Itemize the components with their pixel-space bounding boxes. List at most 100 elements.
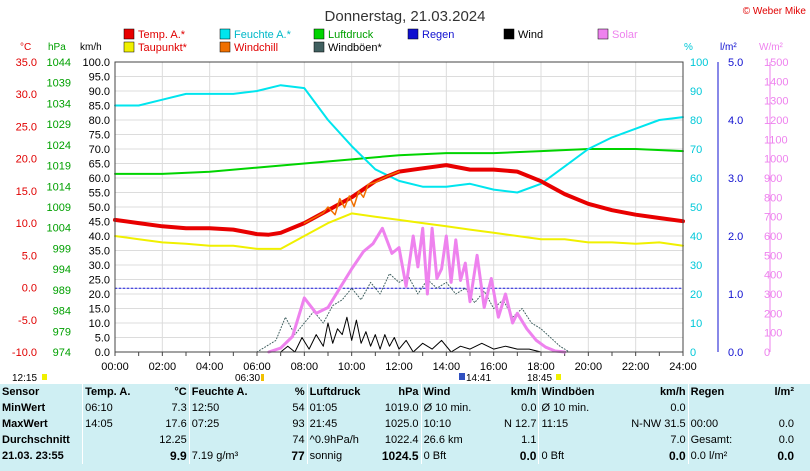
regen-value: 0.0	[777, 449, 794, 463]
tick-x: 18:00	[527, 361, 555, 373]
tick-pct: 20	[690, 289, 702, 301]
tick-hpa: 1019	[47, 161, 71, 173]
tick-pct: 0	[690, 347, 696, 359]
wind-label: 26.6 km	[420, 432, 482, 448]
unit-temp: °C	[20, 42, 31, 53]
tick-kmh: 10.0	[89, 318, 110, 330]
tick-temp: 25.0	[16, 121, 37, 133]
tick-temp: 15.0	[16, 186, 37, 198]
tick-x: 06:00	[243, 361, 271, 373]
boeen-value: 7.0	[670, 434, 686, 446]
unit-pct: %	[684, 42, 693, 53]
boeen-label	[538, 432, 599, 448]
marker-sunrise-dot	[261, 374, 264, 381]
tick-kmh: 15.0	[89, 304, 110, 316]
druck-value: 1025.0	[384, 418, 419, 430]
druck-value: 1019.0	[384, 402, 419, 414]
boeen-label: Ø 10 min.	[538, 400, 599, 416]
tick-wm2: 1200	[764, 115, 788, 127]
druck-time: 01:05	[306, 400, 371, 416]
tick-pct: 70	[690, 144, 702, 156]
boeen-value: 0.0	[670, 402, 686, 414]
tick-temp: 5.0	[22, 250, 37, 262]
tick-wm2: 400	[764, 270, 782, 282]
marker-sunset-dot	[556, 374, 561, 380]
legend-swatch-2	[313, 28, 325, 40]
tick-wm2: 1500	[764, 57, 788, 69]
tick-wm2: 300	[764, 289, 782, 301]
tick-x: 10:00	[338, 361, 366, 373]
regen-label: 0.0 l/m²	[687, 448, 747, 464]
tick-temp: 35.0	[16, 57, 37, 69]
tick-x: 00:00	[101, 361, 129, 373]
druck-value: 1024.5	[381, 449, 419, 463]
legend-swatch-1	[219, 28, 231, 40]
legend-label-6: Taupunkt*	[138, 42, 188, 54]
hdr-temp: Temp. A.	[82, 384, 145, 400]
marker-noon: 14:41	[466, 373, 491, 384]
tick-hpa: 1024	[47, 140, 71, 152]
tick-pct: 100	[690, 57, 708, 69]
boeen-mid: N-NW 31.5	[631, 418, 686, 430]
wind-value: N 12.7	[504, 418, 537, 430]
tick-pct: 80	[690, 115, 702, 127]
feuchte-time: 7.19 g/m³	[188, 448, 260, 464]
row-label: MinWert	[2, 402, 46, 414]
tick-wm2: 200	[764, 308, 782, 320]
tick-kmh: 25.0	[89, 275, 110, 287]
regen-value: 0.0	[778, 434, 794, 446]
tick-kmh: 35.0	[89, 246, 110, 258]
hdr-sensor: Sensor	[2, 386, 40, 398]
wind-label: 10:10	[420, 416, 482, 432]
tick-pct: 10	[690, 318, 702, 330]
feuchte-time: 12:50	[188, 400, 260, 416]
tick-wm2: 1300	[764, 96, 788, 108]
weather-chart: Donnerstag, 21.03.2024 © Weber Mike Temp…	[11, 6, 807, 384]
legend-swatch-0	[123, 28, 135, 40]
legend-swatch-3	[407, 28, 419, 40]
wind-label: Ø 10 min.	[420, 400, 482, 416]
wind-label: 0 Bft	[420, 448, 482, 464]
hdr-druck: Luftdruck	[306, 384, 371, 400]
temp-value: 12.25	[159, 434, 187, 446]
marker-sunset: 18:45	[527, 373, 552, 384]
chart-title: Donnerstag, 21.03.2024	[325, 8, 486, 25]
tick-kmh: 70.0	[89, 144, 110, 156]
tick-kmh: 90.0	[89, 86, 110, 98]
tick-kmh: 95.0	[89, 72, 110, 84]
tick-hpa: 1014	[47, 181, 71, 193]
tick-kmh: 0.0	[95, 347, 110, 359]
legend-swatch-7	[219, 41, 231, 53]
tick-temp: 30.0	[16, 89, 37, 101]
tick-hpa: 1004	[47, 223, 71, 235]
druck-time: sonnig	[306, 448, 371, 464]
hdr-wind: Wind	[420, 384, 482, 400]
regen-label: 00:00	[687, 416, 747, 432]
series-solar	[267, 226, 567, 354]
legend-swatch-5	[597, 28, 609, 40]
marker-noon-dot	[459, 373, 465, 380]
feuchte-value: 54	[292, 402, 305, 414]
legend-label-8: Windböen*	[328, 42, 383, 54]
series-taupunkt	[114, 212, 684, 250]
hdr-regen: Regen	[687, 384, 747, 400]
wind-value: 0.0	[521, 402, 537, 414]
tick-temp: 10.0	[16, 218, 37, 230]
tick-x: 14:00	[433, 361, 461, 373]
wind-value: 0.0	[519, 449, 537, 463]
boeen-mid	[599, 400, 654, 416]
temp-time: 14:05	[82, 416, 145, 432]
legend-swatch-8	[313, 41, 325, 53]
tick-hpa: 1044	[47, 57, 71, 69]
tick-wm2: 900	[764, 173, 782, 185]
tick-hpa: 984	[53, 306, 71, 318]
legend: Temp. A.* Feuchte A.* Luftdruck Regen Wind So…	[123, 28, 638, 54]
feuchte-value: 93	[292, 418, 305, 430]
tick-hpa: 974	[53, 347, 71, 359]
regen-label: Gesamt:	[687, 432, 747, 448]
tick-hpa: 979	[53, 326, 71, 338]
temp-value: 7.3	[171, 402, 187, 414]
hdr-boeen: Windböen	[538, 384, 599, 400]
legend-label-3: Regen	[422, 29, 454, 41]
copyright-label: © Weber Mike	[743, 6, 807, 17]
